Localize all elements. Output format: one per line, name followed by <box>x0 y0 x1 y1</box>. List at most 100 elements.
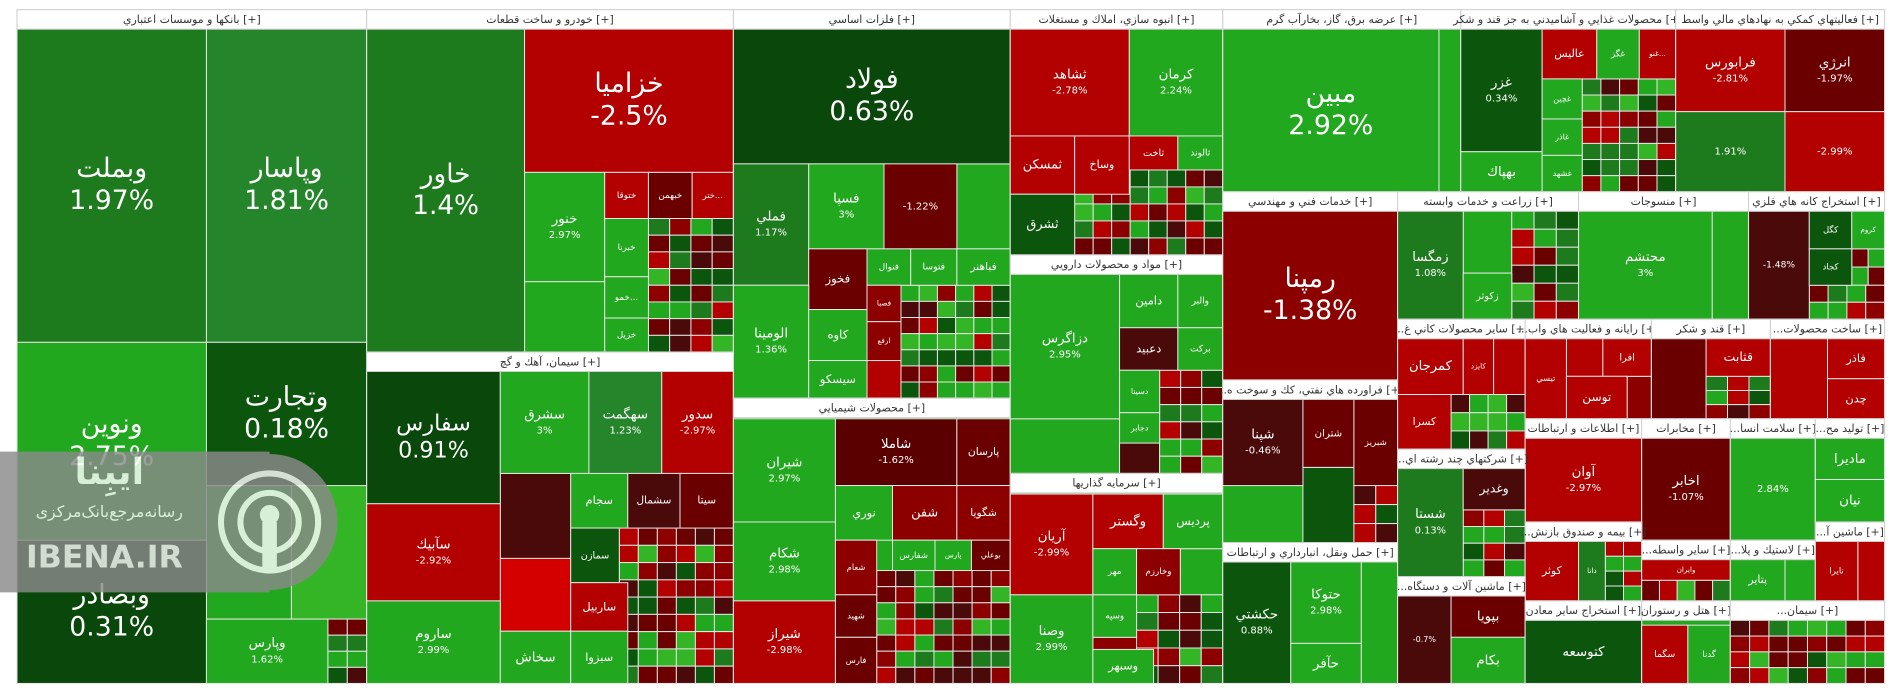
watermark: ایبِنا رسانه‌مرجع‌بانک‌مرکزی IBENA.IR <box>0 450 338 593</box>
filler-cell <box>933 618 954 636</box>
tile <box>570 582 629 632</box>
tile <box>1009 594 1094 684</box>
tile <box>588 370 663 474</box>
tile <box>1177 327 1224 371</box>
tile-name: خمو... <box>614 293 638 303</box>
filler-cell <box>1353 504 1377 525</box>
filler-cell <box>1166 220 1187 239</box>
watermark-brand: ایبِنا <box>75 450 145 496</box>
filler <box>1222 485 1304 544</box>
filler-cell <box>1727 404 1750 420</box>
filler <box>1769 338 1828 420</box>
tile-name: فملي <box>756 210 786 225</box>
tile <box>892 485 958 541</box>
filler-cell <box>918 300 938 319</box>
tile <box>1128 28 1224 137</box>
filler-cell <box>1845 651 1866 669</box>
tile <box>732 28 1011 165</box>
tile-value: 0.13% <box>1415 525 1446 536</box>
filler-cell <box>955 381 975 399</box>
tile-name: شبريز <box>1364 438 1387 448</box>
tile-name: خزيل <box>617 331 636 341</box>
filler-cell <box>1129 237 1150 256</box>
filler-cell <box>991 284 1011 302</box>
tile <box>570 527 620 584</box>
filler-cell <box>1179 594 1202 614</box>
filler-cell <box>1504 509 1526 528</box>
filler-cell <box>1867 266 1886 286</box>
filler-cell <box>690 251 713 270</box>
tile-value: 1.23% <box>609 425 641 436</box>
tile-name: زكوثر <box>1475 291 1499 302</box>
filler-cell <box>690 318 713 336</box>
filler-cell <box>694 596 715 615</box>
tile-value: 1.97% <box>69 185 154 216</box>
filler-cell <box>1200 665 1224 684</box>
filler-cell <box>933 602 954 620</box>
filler-cell <box>694 544 715 564</box>
filler-cell <box>618 544 639 564</box>
tile <box>732 600 836 684</box>
filler-cell <box>1111 220 1131 239</box>
tile <box>1827 338 1886 380</box>
tile-name: ارفع <box>878 336 891 345</box>
filler-cell <box>1637 126 1658 144</box>
filler-cell <box>952 602 973 620</box>
tile-name: وايران <box>1677 565 1696 574</box>
filler <box>1009 418 1121 474</box>
watermark-logo-dot <box>259 504 280 525</box>
tile-name: خزامیا <box>594 68 663 99</box>
filler-cell <box>1483 526 1505 544</box>
filler <box>1462 210 1513 274</box>
tile <box>1009 135 1076 195</box>
tile-name: خبهمن <box>658 191 682 201</box>
tile <box>808 309 868 362</box>
tile <box>1729 437 1816 541</box>
tile <box>1814 479 1886 523</box>
filler-cell <box>1129 220 1150 239</box>
filler-cell <box>1768 667 1789 684</box>
filler-cell <box>694 613 715 633</box>
filler-cell <box>936 333 957 351</box>
tile <box>691 171 734 219</box>
tile <box>366 370 501 505</box>
filler <box>499 472 572 559</box>
tile-name: كايزد <box>1471 362 1486 371</box>
tile-name: فصبا <box>877 298 891 307</box>
filler-cell <box>1808 284 1829 303</box>
filler-cell <box>1180 438 1203 457</box>
tile <box>1827 378 1886 420</box>
tile-name: شيران <box>766 455 802 470</box>
tile <box>604 218 649 278</box>
filler <box>1650 338 1707 420</box>
tile <box>866 284 902 323</box>
tile-name: شفن <box>911 505 938 520</box>
tile-value: 0.31% <box>69 611 154 642</box>
group-header <box>1397 448 1526 470</box>
filler-cell <box>1074 220 1094 239</box>
filler-cell <box>1555 228 1580 248</box>
filler-cell <box>1157 594 1181 614</box>
group-header <box>1675 9 1886 30</box>
filler-cell <box>1179 665 1202 684</box>
filler-cell <box>1581 110 1602 128</box>
filler-cell <box>991 365 1011 383</box>
filler-cell <box>1749 635 1770 653</box>
filler <box>866 360 902 399</box>
filler-cell <box>669 268 692 286</box>
tile <box>834 539 878 596</box>
tile-name: ونوين <box>81 409 143 440</box>
filler <box>524 281 606 353</box>
tile <box>1851 210 1886 250</box>
tile-name: كمرجان <box>1409 359 1453 374</box>
filler-cell <box>1487 430 1508 450</box>
filler-cell <box>1619 142 1639 161</box>
filler-cell <box>1555 246 1580 266</box>
filler-cell <box>1637 142 1658 161</box>
filler-cell <box>1748 389 1771 406</box>
filler-cell <box>1462 542 1485 561</box>
filler-cell <box>618 527 639 546</box>
group-title: ...ماشين آ [+] <box>1816 524 1884 538</box>
filler-cell <box>1462 526 1485 544</box>
tile <box>499 370 590 474</box>
